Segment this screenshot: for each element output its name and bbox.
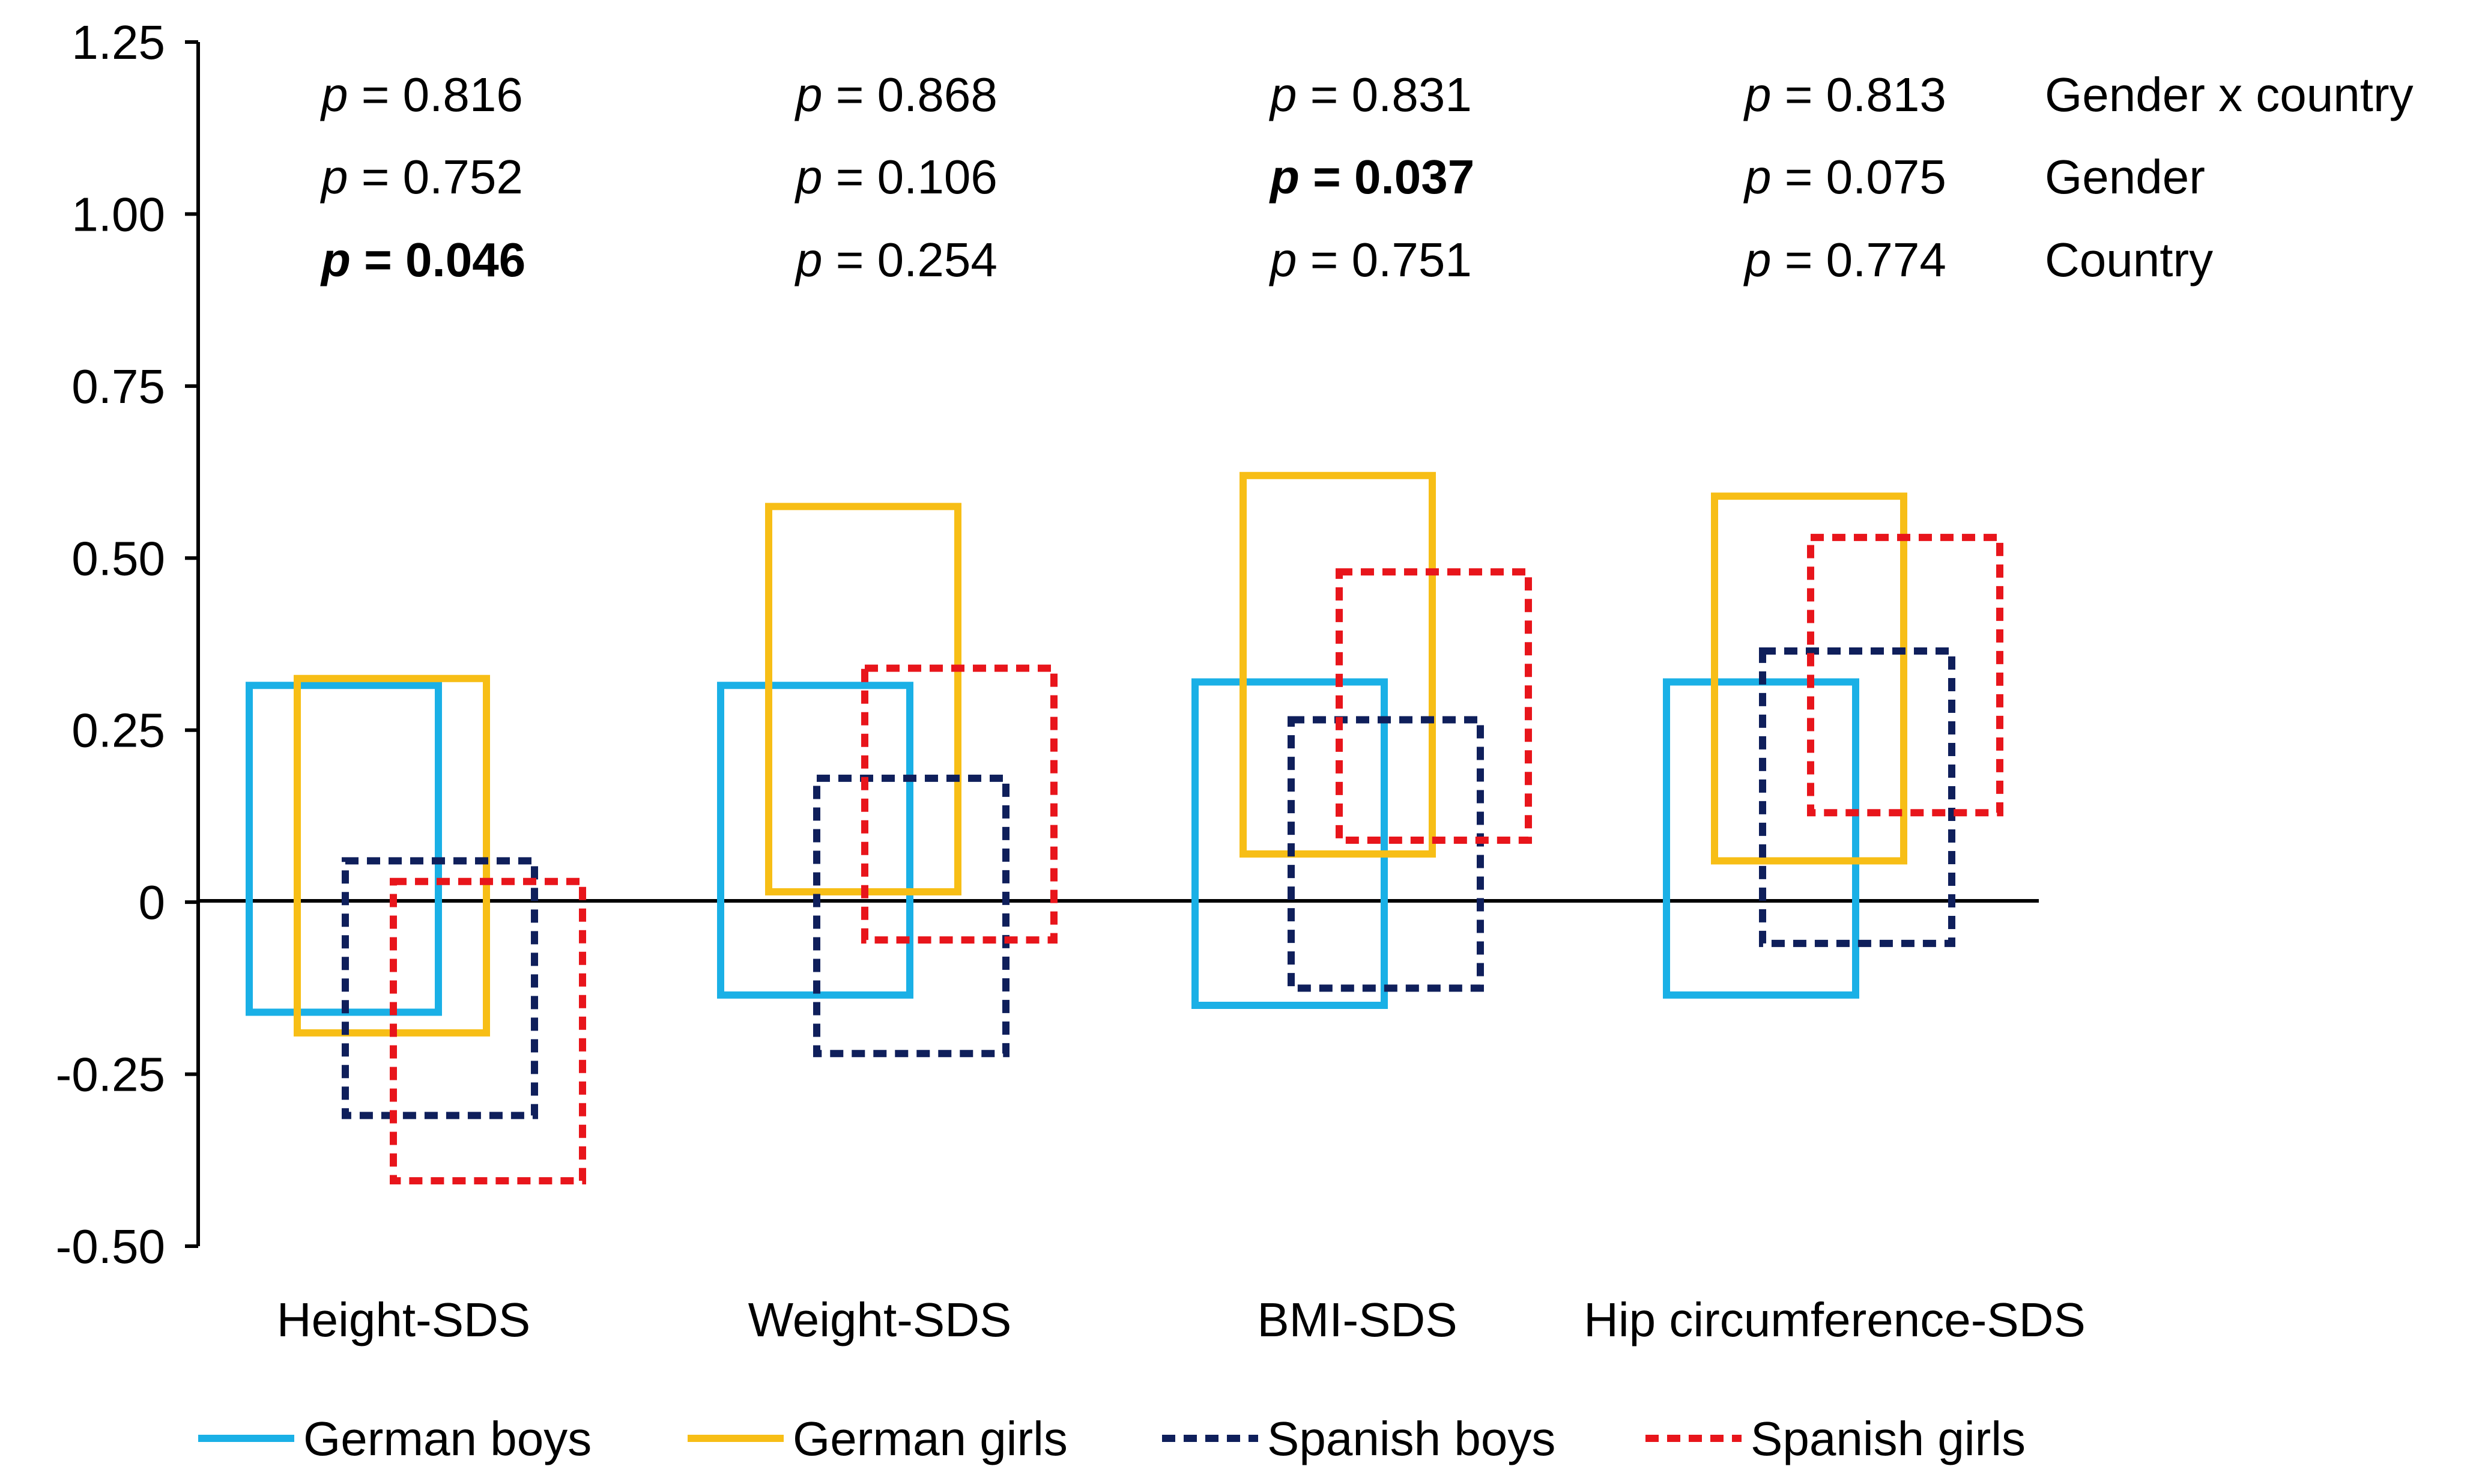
p-value: p = 0.254 — [795, 233, 997, 286]
p-value: p = 0.106 — [795, 150, 997, 204]
p-value: p = 0.816 — [320, 68, 523, 121]
p-value: p = 0.774 — [1743, 233, 1946, 286]
p-symbol: p — [320, 150, 348, 204]
p-row-label: Gender — [2045, 150, 2205, 204]
p-value-number: = 0.106 — [823, 150, 997, 204]
p-value-number: = 0.813 — [1772, 68, 1946, 121]
p-value-number: = 0.037 — [1300, 150, 1474, 204]
legend-label: Spanish girls — [1751, 1412, 2026, 1465]
p-value-number: = 0.046 — [351, 233, 525, 286]
y-tick-label: 0.75 — [71, 360, 165, 413]
box-spanish-boys-0 — [342, 857, 538, 1119]
p-row-label: Country — [2045, 233, 2213, 286]
data-boxes — [246, 471, 2003, 1185]
box-german-boys-2 — [1191, 678, 1388, 1009]
y-tick-label: -0.50 — [56, 1220, 165, 1273]
p-value-annotations: p = 0.816 p = 0.868 p = 0.831 p = 0.813 Gend… — [320, 68, 2414, 286]
p-value-number: = 0.752 — [348, 150, 523, 204]
p-row-label: Gender x country — [2045, 68, 2414, 121]
y-tick-label: 0.50 — [71, 532, 165, 585]
box-spanish-boys-1 — [813, 774, 1009, 1058]
box-spanish-boys-3 — [1759, 647, 1955, 947]
p-symbol: p — [1743, 68, 1772, 121]
legend-label: Spanish boys — [1267, 1412, 1555, 1465]
y-tick-label: 0 — [139, 876, 166, 929]
category-label: Weight-SDS — [748, 1293, 1012, 1346]
p-value: p = 0.868 — [795, 68, 997, 121]
p-value: p = 0.037 — [1269, 150, 1474, 204]
box-german-girls-2 — [1240, 471, 1436, 858]
p-value: p = 0.075 — [1743, 150, 1946, 204]
p-symbol: p — [320, 68, 348, 121]
box-spanish-girls-3 — [1807, 533, 2003, 817]
p-value-number: = 0.774 — [1772, 233, 1946, 286]
p-symbol: p — [320, 233, 351, 286]
y-tick-label: 1.25 — [71, 16, 165, 69]
box-spanish-girls-1 — [861, 664, 1058, 944]
box-spanish-boys-2 — [1288, 716, 1484, 992]
category-label: Height-SDS — [277, 1293, 530, 1346]
legend-label: German girls — [793, 1412, 1068, 1465]
p-symbol: p — [1743, 150, 1772, 204]
p-value-number: = 0.868 — [823, 68, 997, 121]
category-labels: Height-SDS Weight-SDS BMI-SDS Hip circumfer… — [277, 1293, 2086, 1346]
p-value-number: = 0.816 — [348, 68, 523, 121]
p-symbol: p — [1269, 150, 1300, 204]
box-german-girls-0 — [294, 674, 490, 1037]
category-label: BMI-SDS — [1257, 1293, 1457, 1346]
y-ticks: 1.25 1.00 0.75 0.50 0.25 0 -0.25 -0.50 — [56, 16, 198, 1273]
y-tick-label: -0.25 — [56, 1048, 165, 1101]
box-spanish-girls-0 — [390, 877, 586, 1185]
category-label: Hip circumference-SDS — [1584, 1293, 2086, 1346]
p-value-number: = 0.075 — [1772, 150, 1946, 204]
p-symbol: p — [1743, 233, 1772, 286]
y-tick-label: 0.25 — [71, 704, 165, 757]
p-value-number: = 0.254 — [823, 233, 997, 286]
p-value-number: = 0.831 — [1297, 68, 1472, 121]
p-symbol: p — [795, 233, 823, 286]
legend-label: German boys — [303, 1412, 592, 1465]
box-spanish-girls-2 — [1336, 568, 1532, 844]
p-symbol: p — [1269, 68, 1297, 121]
p-value-number: = 0.751 — [1297, 233, 1472, 286]
p-value: p = 0.751 — [1269, 233, 1472, 286]
p-symbol: p — [795, 68, 823, 121]
p-value: p = 0.813 — [1743, 68, 1946, 121]
box-german-boys-3 — [1663, 678, 1859, 999]
p-symbol: p — [795, 150, 823, 204]
p-symbol: p — [1269, 233, 1297, 286]
p-value: p = 0.046 — [320, 233, 525, 286]
y-tick-label: 1.00 — [71, 187, 165, 241]
legend: German boys German girls Spanish boys Spani… — [198, 1412, 2026, 1465]
p-value: p = 0.752 — [320, 150, 523, 204]
box-german-boys-1 — [717, 682, 913, 999]
p-value: p = 0.831 — [1269, 68, 1472, 121]
box-german-girls-3 — [1711, 492, 1907, 865]
